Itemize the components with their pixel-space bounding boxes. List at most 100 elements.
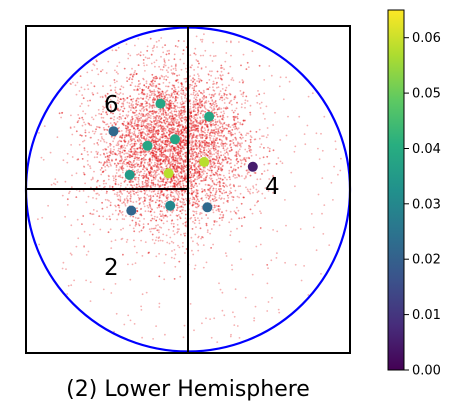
- cloud-point: [183, 232, 185, 235]
- cloud-point: [83, 246, 85, 248]
- cloud-point: [144, 125, 147, 128]
- cloud-point: [312, 226, 315, 229]
- cloud-point: [204, 139, 206, 142]
- cloud-point: [144, 167, 147, 170]
- cloud-point: [150, 168, 153, 171]
- cloud-point: [138, 137, 141, 140]
- cloud-point: [233, 210, 236, 213]
- cloud-point: [181, 245, 184, 248]
- cloud-point: [170, 240, 173, 243]
- cloud-point: [119, 184, 122, 187]
- cloud-point: [152, 152, 155, 155]
- cloud-point: [276, 230, 279, 233]
- cloud-point: [317, 193, 320, 196]
- cloud-point: [154, 97, 156, 100]
- cloud-point: [152, 76, 155, 79]
- cloud-point: [164, 183, 167, 186]
- cloud-point: [198, 90, 201, 92]
- cloud-point: [216, 108, 219, 111]
- cloud-point: [152, 164, 155, 167]
- cloud-point: [131, 166, 134, 169]
- cloud-point: [133, 230, 136, 233]
- cloud-point: [229, 140, 231, 143]
- cloud-point: [178, 246, 181, 249]
- cloud-point: [88, 234, 91, 236]
- cloud-point: [157, 126, 159, 128]
- cloud-point: [215, 148, 217, 151]
- cloud-point: [103, 179, 106, 182]
- cloud-point: [195, 124, 198, 127]
- cloud-point: [218, 108, 221, 111]
- cloud-point: [176, 218, 179, 221]
- cloud-point: [165, 69, 168, 72]
- cloud-point: [224, 60, 227, 63]
- cloud-point: [142, 54, 145, 56]
- cloud-point: [114, 159, 117, 161]
- cloud-point: [163, 121, 166, 124]
- cloud-point: [223, 122, 226, 125]
- cloud-point: [111, 159, 114, 162]
- cloud-point: [183, 132, 186, 134]
- cloud-point: [216, 152, 219, 155]
- cloud-point: [141, 157, 143, 160]
- cloud-point: [158, 120, 161, 123]
- cloud-point: [162, 66, 165, 68]
- cloud-point: [101, 96, 104, 99]
- cloud-point: [127, 122, 130, 125]
- cloud-point: [190, 216, 193, 219]
- cloud-point: [71, 174, 73, 177]
- cloud-point: [150, 151, 153, 154]
- cloud-point: [249, 130, 252, 133]
- cloud-point: [258, 128, 261, 131]
- cloud-point: [270, 74, 273, 77]
- cloud-point: [123, 198, 126, 201]
- cloud-point: [151, 92, 153, 95]
- cloud-point: [185, 93, 187, 95]
- cloud-point: [149, 132, 152, 134]
- cloud-point: [231, 264, 233, 266]
- cloud-point: [254, 204, 256, 207]
- cloud-point: [196, 185, 199, 188]
- cloud-point: [219, 77, 222, 80]
- cloud-point: [104, 165, 106, 168]
- cloud-point: [199, 98, 202, 101]
- cloud-point: [176, 170, 179, 173]
- cloud-point: [223, 159, 225, 162]
- cloud-point: [104, 169, 107, 172]
- cloud-point: [248, 157, 251, 160]
- cloud-point: [175, 180, 178, 183]
- cloud-point: [152, 131, 154, 134]
- cloud-point: [160, 180, 163, 183]
- cloud-point: [173, 104, 176, 107]
- cloud-point: [215, 111, 218, 114]
- cloud-point: [136, 210, 139, 213]
- cloud-point: [147, 177, 150, 180]
- cloud-point: [135, 200, 138, 203]
- cloud-point: [142, 153, 145, 156]
- cloud-point: [137, 132, 140, 135]
- cloud-point: [192, 77, 195, 79]
- cloud-point: [164, 155, 167, 158]
- cloud-point: [189, 120, 192, 122]
- cloud-point: [209, 191, 212, 194]
- cloud-point: [219, 126, 222, 129]
- cloud-point: [251, 50, 254, 53]
- cloud-point: [210, 74, 213, 77]
- cloud-point: [173, 89, 175, 92]
- cloud-point: [161, 193, 163, 196]
- cloud-point: [56, 136, 59, 139]
- cloud-point: [102, 182, 105, 185]
- cloud-point: [158, 206, 161, 209]
- cloud-point: [117, 140, 120, 143]
- cloud-point: [207, 73, 210, 76]
- cloud-point: [220, 161, 223, 164]
- cloud-point: [285, 134, 288, 137]
- cloud-point: [176, 207, 179, 209]
- cloud-point: [166, 159, 169, 162]
- cloud-point: [126, 195, 129, 198]
- cloud-point: [213, 135, 216, 138]
- cloud-point: [207, 217, 209, 220]
- cloud-point: [105, 192, 108, 195]
- cloud-point: [96, 210, 98, 213]
- cloud-point: [116, 65, 119, 67]
